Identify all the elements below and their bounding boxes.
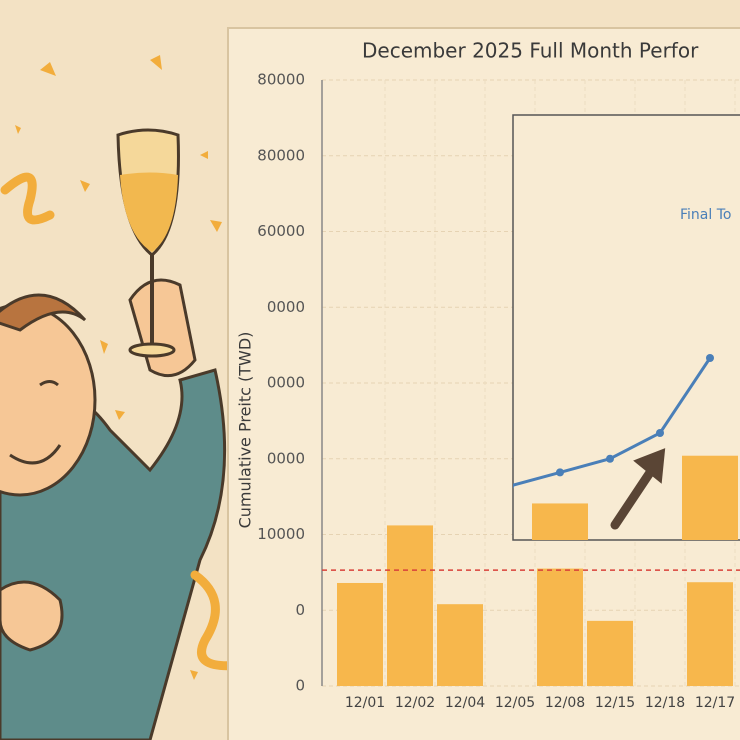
- x-tick-label: 12/08: [545, 695, 585, 711]
- y-tick-label: 0000: [267, 374, 305, 392]
- x-tick-label: 12/18: [645, 695, 685, 711]
- inset-bar: [682, 455, 738, 540]
- arrow: [610, 448, 666, 530]
- inset-annotation: Final To: [680, 207, 731, 223]
- y-tick-label: 0: [295, 601, 305, 619]
- inset-point: [513, 483, 514, 489]
- y-tick-label: 80000: [257, 146, 305, 164]
- inset: Final To: [513, 207, 738, 540]
- inset-bar: [532, 503, 588, 540]
- chart-title: December 2025 Full Month Perfor: [362, 39, 699, 63]
- bar: [437, 604, 483, 686]
- y-tick-label: 80000: [257, 71, 305, 89]
- inset-point: [556, 468, 564, 477]
- inset-point: [706, 354, 714, 363]
- x-tick-label: 12/17: [695, 695, 735, 711]
- bar: [587, 620, 633, 686]
- y-axis-label: Cumulative Preitc (TWD): [236, 332, 255, 529]
- y-tick-label: 10000: [257, 525, 305, 543]
- bar: [337, 582, 383, 686]
- x-tick-label: 12/04: [445, 695, 485, 711]
- y-tick-label: 0000: [267, 298, 305, 316]
- x-tick-label: 12/05: [495, 695, 535, 711]
- inset-point: [656, 428, 664, 437]
- x-tick-label: 12/01: [345, 695, 385, 711]
- plot: 0 0 10000 0000 0000 0000 60000 80000 80000 12/01 1…: [257, 71, 740, 711]
- bar: [687, 582, 733, 686]
- y-tick-label: 60000: [257, 222, 305, 240]
- inset-point: [606, 454, 614, 463]
- y-tick-label: 0: [295, 677, 305, 695]
- y-tick-label: 0000: [267, 449, 305, 467]
- x-tick-label: 12/15: [595, 695, 635, 711]
- x-tick-label: 12/02: [395, 695, 435, 711]
- bar: [387, 525, 433, 686]
- bar: [537, 568, 583, 686]
